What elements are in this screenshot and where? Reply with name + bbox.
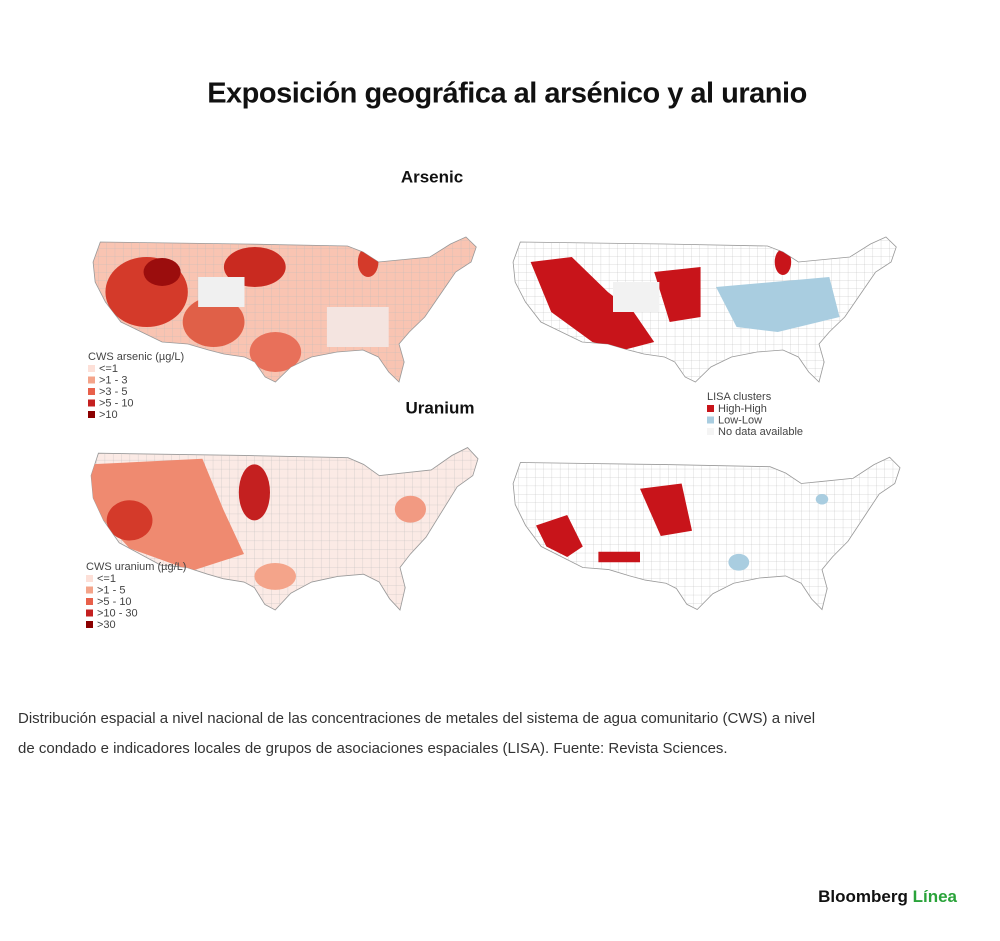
legend-swatch <box>707 416 714 424</box>
legend-label: >10 - 30 <box>97 607 138 619</box>
legend-label: >1 - 5 <box>97 584 125 596</box>
legend-swatch <box>88 376 95 384</box>
legend-label: >5 - 10 <box>99 397 134 409</box>
caption: Distribución espacial a nivel nacional d… <box>18 710 815 727</box>
legend-swatch <box>88 388 95 395</box>
legend-label: >30 <box>97 619 116 631</box>
arsenic-lisa-map <box>512 236 897 383</box>
legend-swatch <box>88 411 95 418</box>
legend-swatch <box>88 399 95 407</box>
legend-title: CWS arsenic (µg/L) <box>88 351 184 363</box>
legend-swatch <box>707 405 714 412</box>
legend-label: <=1 <box>97 573 116 585</box>
legend-swatch <box>86 609 93 617</box>
legend-label: >1 - 3 <box>99 374 127 386</box>
arsenic-map <box>92 236 477 383</box>
brand-name: Bloomberg <box>818 887 908 906</box>
legend-label: >10 <box>99 409 118 421</box>
legend-swatch <box>707 428 714 435</box>
uranium-lisa-map <box>512 456 901 611</box>
uranium-map <box>90 447 479 611</box>
legend-label: >3 - 5 <box>99 386 127 398</box>
legend-swatch <box>86 598 93 605</box>
legend-label: No data available <box>718 426 803 438</box>
legend-label: >5 - 10 <box>97 596 132 608</box>
legend-swatch <box>86 575 93 582</box>
legend-title: CWS uranium (µg/L) <box>86 561 186 573</box>
legends: CWS arsenic (µg/L)<=1>1 - 3>3 - 5>5 - 10… <box>86 351 803 631</box>
caption: de condado e indicadores locales de grup… <box>18 740 728 757</box>
legend-label: Low-Low <box>718 414 762 426</box>
legend-swatch <box>88 365 95 372</box>
legend-swatch <box>86 621 93 628</box>
brand-accent: Línea <box>913 887 958 906</box>
legend-title: LISA clusters <box>707 391 772 403</box>
map-heading: Uranium <box>406 398 475 417</box>
legend-swatch <box>86 586 93 594</box>
brand: Bloomberg Línea <box>818 887 957 906</box>
legend-label: High-High <box>718 403 767 415</box>
title: Exposición geográfica al arsénico y al u… <box>207 78 807 110</box>
map-heading: Arsenic <box>401 167 463 186</box>
legend-label: <=1 <box>99 363 118 375</box>
